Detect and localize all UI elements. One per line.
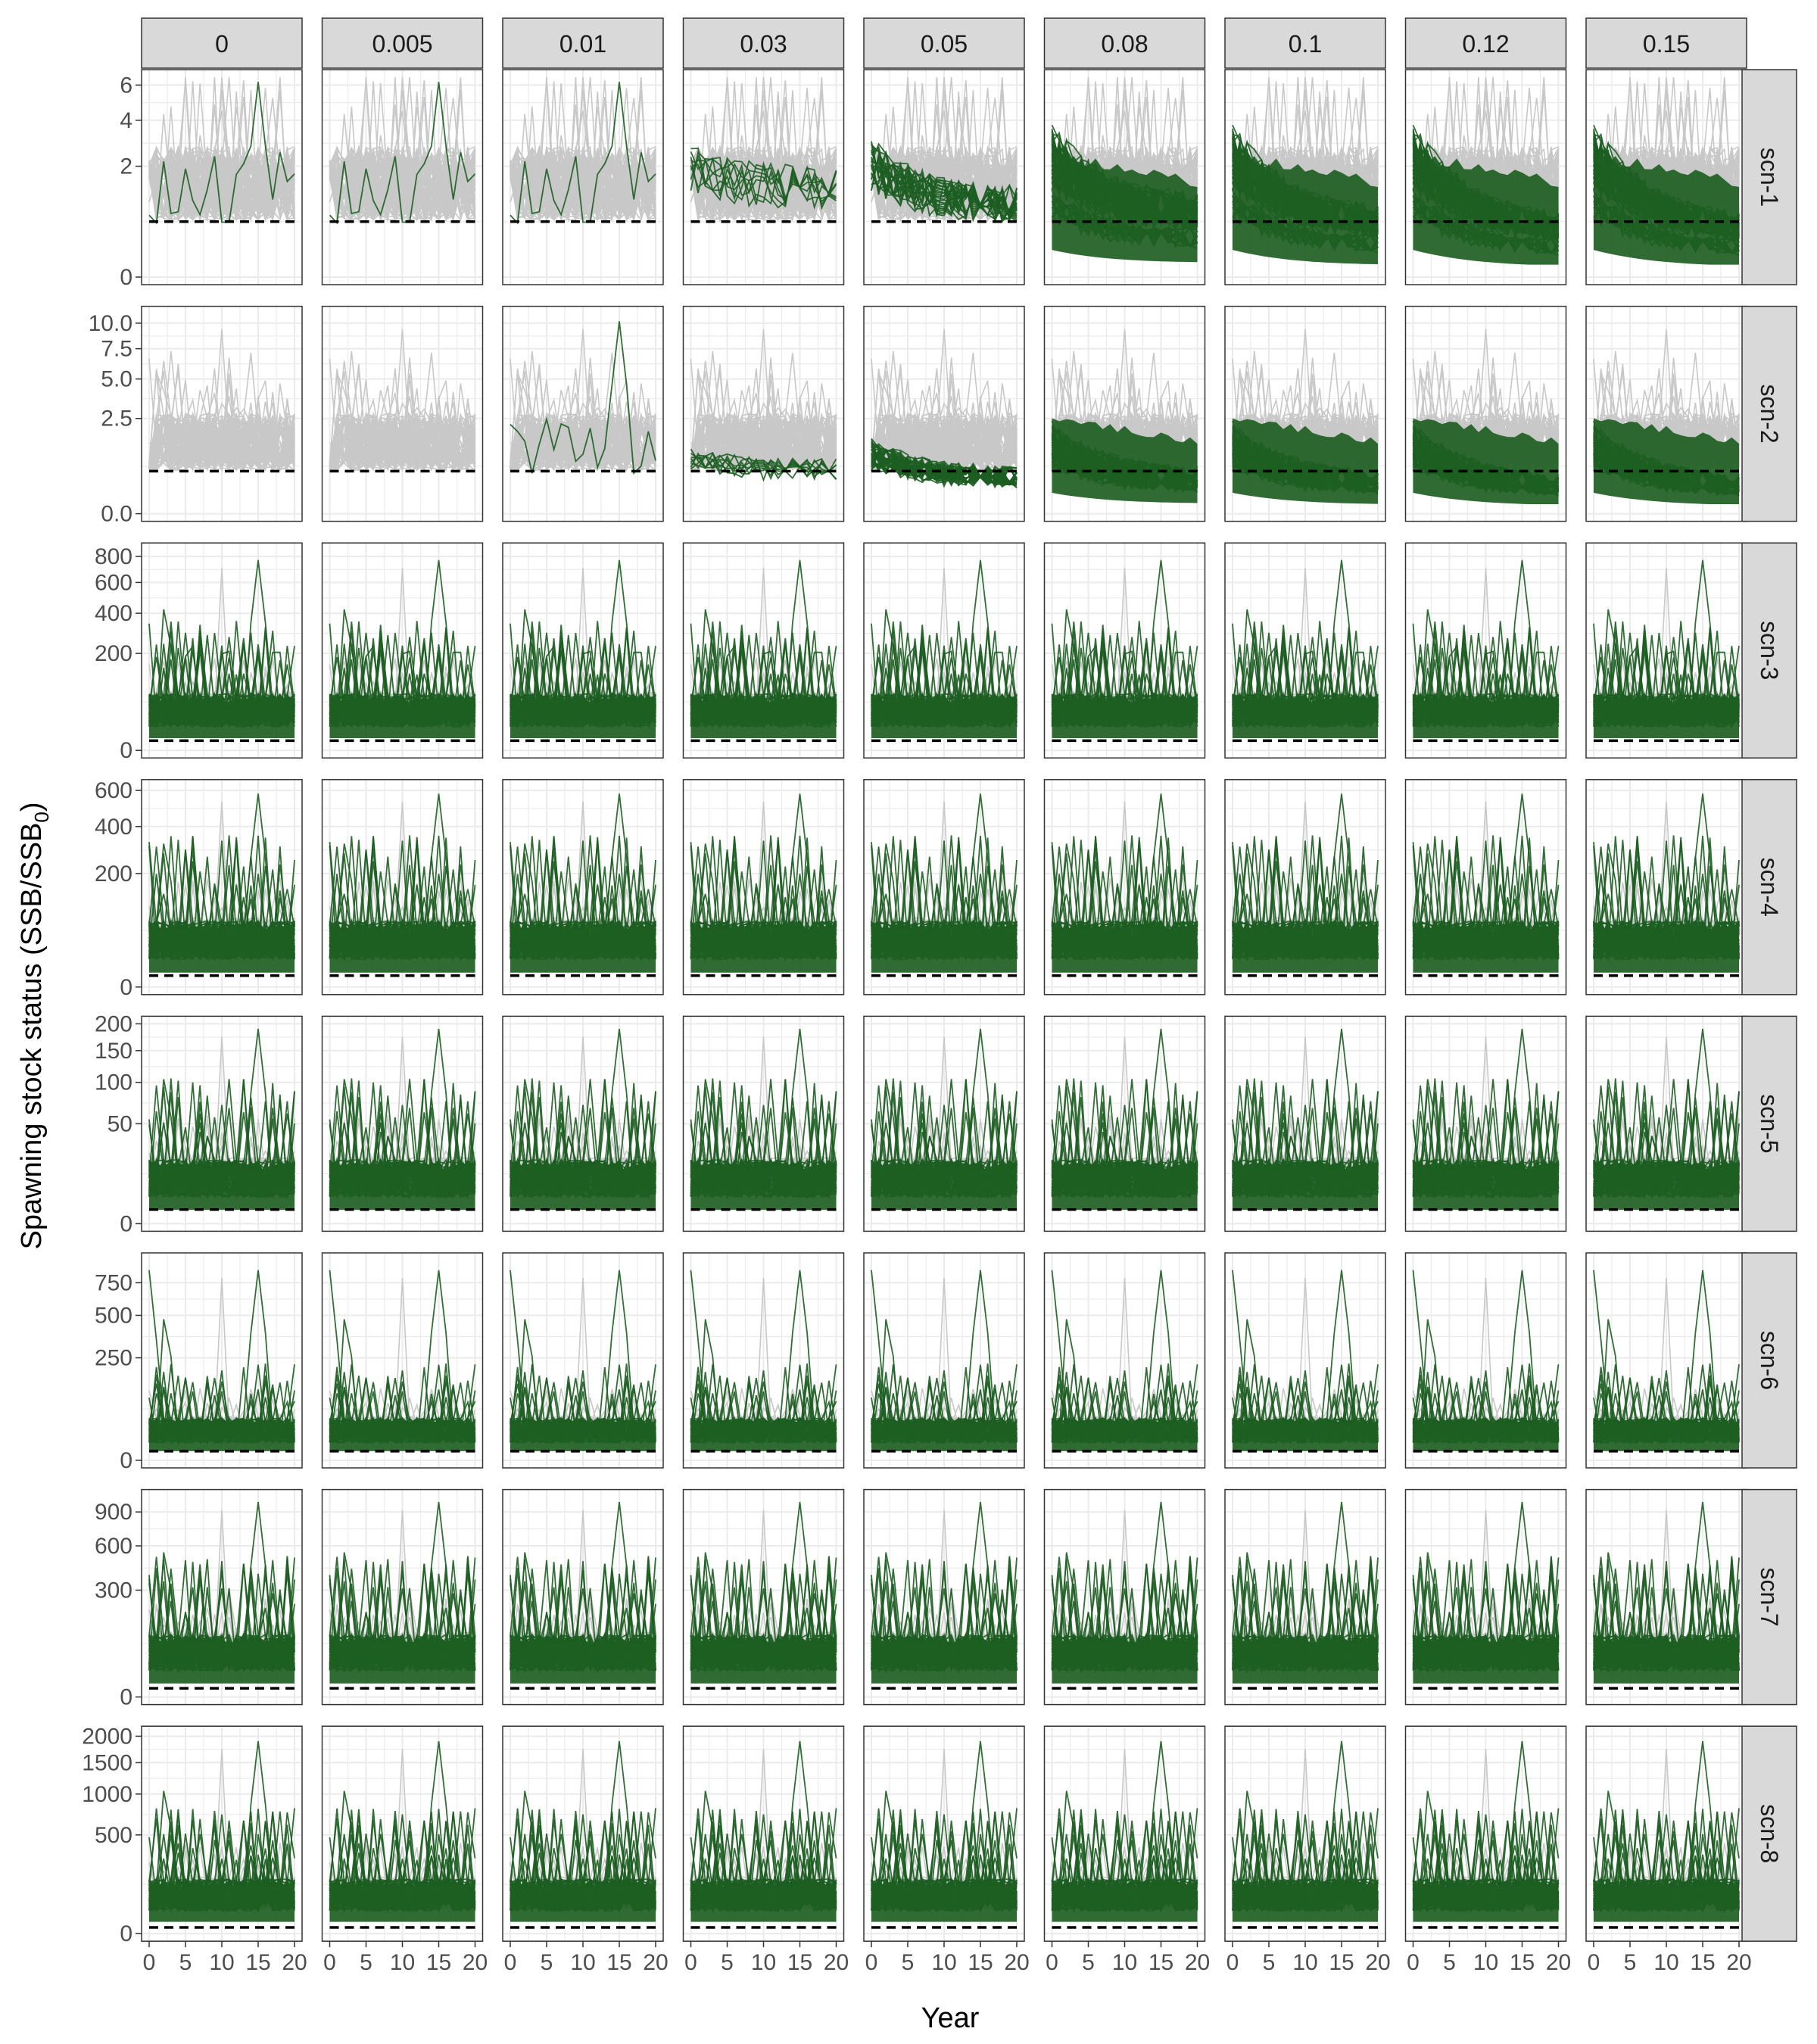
background-series-line xyxy=(329,150,476,220)
background-series-line xyxy=(148,146,295,223)
background-series-line xyxy=(148,151,295,222)
background-series xyxy=(510,76,656,223)
panel-scn-1-f0-03 xyxy=(682,69,845,285)
panel-scn-4-f0 xyxy=(141,779,303,996)
highlighted-series-line xyxy=(871,144,1018,213)
highlighted-series xyxy=(510,82,656,225)
highlighted-series-line xyxy=(148,82,295,225)
panel-scn-2-f0-1 xyxy=(1224,305,1386,522)
background-series-line xyxy=(690,150,837,220)
highlighted-series xyxy=(1412,124,1560,265)
panel-border xyxy=(502,69,664,285)
background-series xyxy=(329,76,476,223)
highlighted-series-band xyxy=(1233,697,1378,738)
panel-scn-1-f0-01 xyxy=(502,69,664,285)
panel-scn-4-f0-01 xyxy=(502,779,664,996)
panel-scn-4-f0-005 xyxy=(321,779,484,996)
highlighted-series-band xyxy=(329,697,475,738)
background-series-line xyxy=(148,148,295,220)
facet-panels xyxy=(141,69,1747,1942)
panel-scn-1-f0-05 xyxy=(863,69,1025,285)
panel-scn-2-f0-08 xyxy=(1043,305,1206,522)
panel-scn-2-f0-005 xyxy=(321,305,484,522)
panel-scn-1-f0-12 xyxy=(1404,69,1567,285)
highlighted-series-line xyxy=(690,157,837,210)
background-series-line xyxy=(510,150,656,220)
background-series-line xyxy=(690,151,837,222)
panel-scn-1-f0-1 xyxy=(1224,69,1386,285)
panel-scn-1-f0-005 xyxy=(321,69,484,285)
panel-scn-3-f0-05 xyxy=(863,542,1025,759)
background-series-line xyxy=(329,148,476,220)
highlighted-series-band xyxy=(871,697,1017,738)
highlighted-series-line xyxy=(871,161,1018,216)
background-series-line xyxy=(148,150,295,220)
highlighted-series xyxy=(329,82,476,225)
panel-scn-1-f0 xyxy=(141,69,303,285)
panel-scn-3-f0-15 xyxy=(1585,542,1747,759)
highlighted-series-line xyxy=(871,173,1018,222)
highlighted-series-band xyxy=(1052,697,1198,738)
background-series-line xyxy=(510,146,656,223)
highlighted-series-line xyxy=(690,151,837,201)
background-series-line xyxy=(510,148,656,220)
highlighted-series-band xyxy=(1233,152,1378,265)
panel-scn-3-f0 xyxy=(141,542,303,759)
highlighted-series xyxy=(148,82,295,225)
background-series-peak xyxy=(148,89,295,204)
highlighted-series-band xyxy=(1413,697,1559,738)
panel-border xyxy=(321,69,484,285)
highlighted-series-band xyxy=(329,925,475,973)
panel-scn-2-f0-03 xyxy=(682,305,845,522)
panel-border xyxy=(1224,69,1386,285)
panel-border xyxy=(1043,69,1206,285)
highlighted-series-band xyxy=(1594,697,1739,738)
background-series-line xyxy=(148,147,295,222)
panel-scn-2-f0-01 xyxy=(502,305,664,522)
panel-scn-2-f0 xyxy=(141,305,303,522)
highlighted-series-band xyxy=(149,697,295,738)
background-series-line xyxy=(510,151,656,222)
background-series-line xyxy=(329,147,476,222)
panel-scn-3-f0-12 xyxy=(1404,542,1567,759)
panel-scn-3-f0-08 xyxy=(1043,542,1206,759)
panel-scn-3-f0-1 xyxy=(1224,542,1386,759)
highlighted-series-line xyxy=(510,82,656,225)
background-series xyxy=(148,76,295,223)
panel-border xyxy=(141,69,303,285)
panel-scn-1-f0-08 xyxy=(1043,69,1206,285)
panel-scn-2-f0-12 xyxy=(1404,305,1567,522)
highlighted-series-line xyxy=(690,163,837,210)
background-series-line xyxy=(510,147,656,222)
highlighted-series-line xyxy=(690,159,837,208)
highlighted-series-line xyxy=(871,158,1018,220)
highlighted-series xyxy=(690,148,837,210)
highlighted-series xyxy=(871,141,1018,224)
background-series-line xyxy=(871,150,1018,220)
panel-scn-2-f0-15 xyxy=(1585,305,1747,522)
panel-scn-3-f0-03 xyxy=(682,542,845,759)
background-series-line xyxy=(690,146,837,223)
background-series-line xyxy=(871,147,1018,222)
highlighted-series-band xyxy=(149,925,295,973)
panel-border xyxy=(682,69,845,285)
panel-scn-1-f0-15 xyxy=(1585,69,1747,285)
panel-scn-2-f0-05 xyxy=(863,305,1025,522)
panel-scn-3-f0-01 xyxy=(502,542,664,759)
background-series-line xyxy=(329,146,475,223)
highlighted-series xyxy=(1232,124,1379,265)
highlighted-series-band xyxy=(1052,152,1198,263)
highlighted-series-band xyxy=(690,697,837,738)
panel-border xyxy=(863,69,1025,285)
background-series-line xyxy=(690,148,837,220)
background-series-peak xyxy=(329,89,476,204)
panel-scn-3-f0-005 xyxy=(321,542,484,759)
highlighted-series-band xyxy=(510,697,656,738)
highlighted-series-line xyxy=(329,82,476,225)
highlighted-series xyxy=(1051,124,1198,263)
background-series-line xyxy=(329,151,476,222)
background-series-peak xyxy=(510,89,656,204)
